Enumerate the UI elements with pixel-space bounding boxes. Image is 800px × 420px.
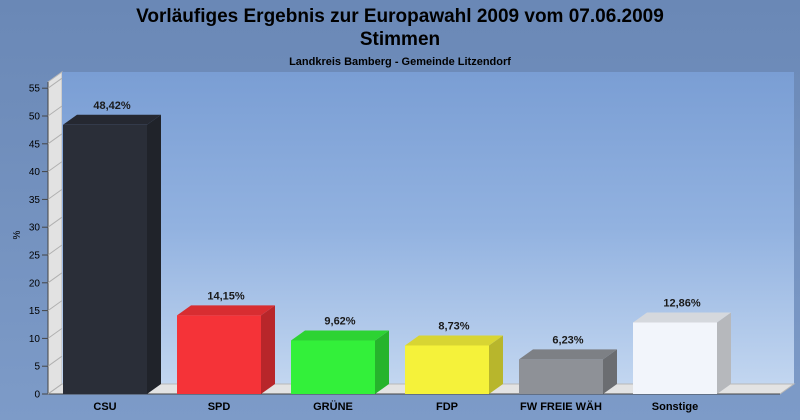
- y-tick-label: 30: [29, 223, 41, 234]
- y-tick-depth-line: [47, 355, 63, 367]
- bar: [405, 335, 503, 394]
- y-tick-label: 0: [34, 390, 40, 401]
- chart-title: Vorläufiges Ergebnis zur Europawahl 2009…: [136, 6, 664, 27]
- y-tick-depth-line: [47, 188, 63, 200]
- bar-top: [519, 349, 617, 360]
- y-tick-depth-line: [47, 300, 63, 312]
- bar: [63, 114, 161, 395]
- x-tick-label: FDP: [436, 401, 458, 413]
- bar-top: [291, 330, 389, 341]
- bar-side: [261, 305, 275, 394]
- bar-side: [717, 312, 731, 394]
- y-axis-label: %: [12, 230, 23, 239]
- x-tick-label: Sonstige: [652, 401, 698, 413]
- x-tick-label: CSU: [93, 401, 116, 413]
- data-label: 6,23%: [552, 334, 583, 346]
- y-tick-label: 45: [29, 139, 41, 150]
- bar-front: [405, 345, 489, 394]
- data-label: 8,73%: [438, 320, 469, 332]
- y-tick-label: 20: [29, 278, 41, 289]
- y-tick-label: 5: [34, 362, 40, 373]
- x-tick-label: GRÜNE: [313, 400, 353, 413]
- bar-front: [519, 359, 603, 394]
- bar-front: [63, 124, 147, 395]
- bar-top: [633, 312, 731, 323]
- y-tick-depth-line: [47, 272, 63, 284]
- plot-left-wall: [47, 71, 63, 395]
- y-tick-label: 55: [29, 84, 41, 95]
- bar-front: [633, 322, 717, 394]
- category-labels: CSU SPD GRÜNE FDP FW FREIE WÄH Sonstige: [93, 400, 698, 413]
- y-tick-label: 10: [29, 334, 41, 345]
- y-tick-depth-line: [47, 161, 63, 173]
- y-tick-label: 25: [29, 251, 41, 262]
- chart-caption: Landkreis Bamberg - Gemeinde Litzendorf: [289, 56, 511, 68]
- data-label: 12,86%: [663, 297, 701, 309]
- bar: [633, 312, 731, 394]
- y-tick-depth-line: [47, 133, 63, 145]
- y-tick-depth-line: [47, 216, 63, 228]
- y-tick-label: 15: [29, 306, 41, 317]
- bars: [63, 114, 731, 395]
- data-label: 48,42%: [93, 100, 131, 112]
- bar: [177, 305, 275, 394]
- y-tick-depth-line: [47, 244, 63, 256]
- data-label: 9,62%: [324, 316, 355, 328]
- bar-top: [177, 305, 275, 316]
- bar-side: [603, 349, 617, 394]
- bar-side: [375, 330, 389, 394]
- chart-subtitle: Stimmen: [360, 29, 440, 50]
- bar-top: [63, 114, 161, 125]
- y-tick-depth-line: [47, 77, 63, 89]
- y-ticks: 0 5 10 15 20 25 30 35 40 45 50 55: [29, 77, 63, 401]
- x-tick-label: SPD: [208, 401, 231, 413]
- value-labels: 48,42% 14,15% 9,62% 8,73% 6,23% 12,86%: [93, 100, 701, 347]
- y-tick-depth-line: [47, 327, 63, 339]
- bar: [519, 349, 617, 394]
- bar-side: [147, 114, 161, 395]
- bar-front: [177, 315, 261, 394]
- bar: [291, 330, 389, 394]
- y-tick-label: 40: [29, 167, 41, 178]
- x-tick-label: FW FREIE WÄH: [520, 400, 602, 413]
- bar-top: [405, 335, 503, 346]
- y-tick-label: 35: [29, 195, 41, 206]
- y-tick-depth-line: [47, 383, 63, 395]
- data-label: 14,15%: [207, 290, 245, 302]
- y-tick-label: 50: [29, 112, 41, 123]
- bar-front: [291, 340, 375, 394]
- bar-side: [489, 335, 503, 394]
- y-tick-depth-line: [47, 105, 63, 117]
